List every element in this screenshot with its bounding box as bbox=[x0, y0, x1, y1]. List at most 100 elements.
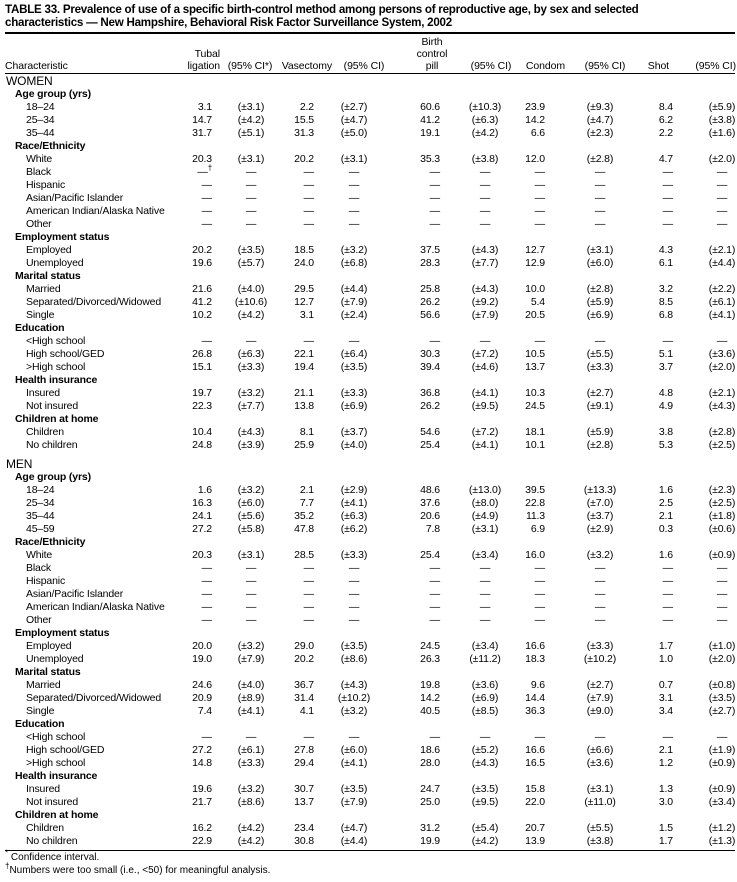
cell-value: (±3.3) bbox=[340, 549, 368, 561]
cell-value: (±5.9) bbox=[708, 101, 736, 113]
cell-vasectomy-ci: (±2.9) bbox=[319, 484, 389, 497]
cell-tubal-ligation: —† bbox=[197, 164, 212, 179]
cell-vasectomy-ci: (±8.6) bbox=[319, 653, 389, 666]
table-row: Employed 20.2 (±3.5) 18.5 (±3.2) 37.5 (±4.3) 12… bbox=[0, 244, 737, 257]
row-label: Children bbox=[26, 426, 64, 438]
cell-shot: 1.6 bbox=[659, 484, 673, 497]
cell-value: — bbox=[348, 205, 360, 217]
table-row: 18–24 1.6 (±3.2) 2.1 (±2.9) 48.6 (±13.0) 39.5 (±… bbox=[0, 484, 737, 497]
cell-shot-ci: — bbox=[687, 192, 737, 205]
cell-value: 27.8 bbox=[294, 744, 314, 756]
cell-pill-ci: (±4.3) bbox=[450, 244, 520, 257]
cell-value: — bbox=[594, 562, 606, 574]
cell-value: (±10.2) bbox=[337, 692, 371, 704]
cell-pill-ci: — bbox=[450, 588, 520, 601]
cell-shot: — bbox=[663, 575, 674, 588]
cell-value: 0.7 bbox=[658, 679, 673, 691]
cell-value: — bbox=[245, 218, 257, 230]
cell-value: — bbox=[429, 205, 441, 217]
cell-pill-ci: (±11.2) bbox=[450, 653, 520, 666]
cell-value: (±4.3) bbox=[340, 679, 368, 691]
cell-value: — bbox=[479, 335, 491, 347]
cell-value: 26.8 bbox=[192, 348, 212, 360]
cell-shot: 3.4 bbox=[659, 705, 673, 718]
cell-value: 20.6 bbox=[420, 510, 440, 522]
cell-value: 5.3 bbox=[658, 439, 673, 451]
cell-value: — bbox=[348, 335, 360, 347]
cell-vasectomy-ci: (±6.4) bbox=[319, 348, 389, 361]
cell-shot-ci: (±1.3) bbox=[687, 835, 737, 848]
cell-value: — bbox=[429, 614, 441, 626]
group-label: Health insurance bbox=[15, 374, 98, 386]
cell-value: 36.3 bbox=[525, 705, 545, 717]
cell-value: (±8.9) bbox=[237, 692, 265, 704]
cell-value: — bbox=[662, 218, 674, 230]
cell-value: (±4.1) bbox=[237, 705, 265, 717]
cell-value: 14.4 bbox=[525, 692, 545, 704]
cell-value: — bbox=[429, 601, 441, 613]
cell-pill-ci: — bbox=[450, 192, 520, 205]
row-label: Unemployed bbox=[26, 653, 84, 665]
footnote-dagger-mark: † bbox=[5, 861, 10, 871]
cell-value: 10.5 bbox=[525, 348, 545, 360]
cell-vasectomy-ci: (±4.4) bbox=[319, 283, 389, 296]
row-label: 18–24 bbox=[26, 101, 55, 113]
cell-value: 3.7 bbox=[658, 361, 673, 373]
cell-vasectomy-ci: (±7.9) bbox=[319, 796, 389, 809]
row-label: >High school bbox=[26, 757, 86, 769]
cell-value: (±3.4) bbox=[708, 796, 736, 808]
cell-tubal-ci: (±8.9) bbox=[216, 692, 286, 705]
cell-shot: 2.2 bbox=[659, 127, 673, 140]
cell-value: 21.1 bbox=[294, 387, 314, 399]
cell-value: 30.8 bbox=[294, 835, 314, 847]
cell-value: 22.9 bbox=[192, 835, 212, 847]
cell-value: (±1.8) bbox=[708, 510, 736, 522]
cell-pill-ci: (±8.0) bbox=[450, 497, 520, 510]
cell-value: (±0.8) bbox=[708, 679, 736, 691]
cell-shot-ci: — bbox=[687, 731, 737, 744]
cell-value: (±5.7) bbox=[237, 257, 265, 269]
cell-value: (±3.7) bbox=[586, 510, 614, 522]
cell-tubal-ci: (±4.3) bbox=[216, 426, 286, 439]
cell-value: — bbox=[348, 562, 360, 574]
cell-condom: — bbox=[535, 335, 546, 348]
cell-value: — bbox=[429, 192, 441, 204]
cell-birth-control-pill: 25.4 bbox=[420, 549, 440, 562]
table-row: 35–44 24.1 (±5.6) 35.2 (±6.3) 20.6 (±4.9) 11.3 (… bbox=[0, 510, 737, 523]
cell-vasectomy: — bbox=[304, 179, 315, 192]
cell-value: — bbox=[303, 218, 315, 230]
cell-value: 54.6 bbox=[420, 426, 440, 438]
row-label: Black bbox=[26, 166, 51, 178]
cell-pill-ci: (±7.7) bbox=[450, 257, 520, 270]
cell-value: 8.5 bbox=[658, 296, 673, 308]
group-label: Children at home bbox=[15, 413, 99, 425]
table-row: 25–34 14.7 (±4.2) 15.5 (±4.7) 41.2 (±6.3) 14.2 (… bbox=[0, 114, 737, 127]
cell-value: 1.3 bbox=[658, 783, 673, 795]
header-ci-shot: (95% CI) bbox=[695, 60, 736, 72]
cell-pill-ci: (±8.5) bbox=[450, 705, 520, 718]
cell-pill-ci: (±7.2) bbox=[450, 348, 520, 361]
cell-shot: 8.5 bbox=[659, 296, 673, 309]
cell-tubal-ci: — bbox=[216, 205, 286, 218]
table-row: Black — — — — — — — — — — bbox=[0, 562, 737, 575]
cell-shot-ci: (±4.3) bbox=[687, 400, 737, 413]
cell-pill-ci: (±4.9) bbox=[450, 510, 520, 523]
cell-value: (±2.9) bbox=[586, 523, 614, 535]
cell-vasectomy: 24.0 bbox=[294, 257, 314, 270]
cell-value: (±7.2) bbox=[471, 426, 499, 438]
cell-vasectomy-ci: — bbox=[319, 588, 389, 601]
cell-value: 4.1 bbox=[299, 705, 314, 717]
cell-value: — bbox=[716, 218, 728, 230]
cell-value: (±7.9) bbox=[340, 796, 368, 808]
cell-value: 40.5 bbox=[420, 705, 440, 717]
cell-value: (±3.2) bbox=[586, 549, 614, 561]
cell-value: — bbox=[348, 192, 360, 204]
cell-tubal-ci: — bbox=[216, 588, 286, 601]
cell-tubal-ligation: 20.9 bbox=[192, 692, 212, 705]
cell-shot: — bbox=[663, 179, 674, 192]
cell-value: (±9.1) bbox=[586, 400, 614, 412]
cell-condom: 16.6 bbox=[525, 744, 545, 757]
cell-vasectomy: — bbox=[304, 601, 315, 614]
cell-value: — bbox=[245, 179, 257, 191]
cell-vasectomy: 2.2 bbox=[300, 101, 314, 114]
